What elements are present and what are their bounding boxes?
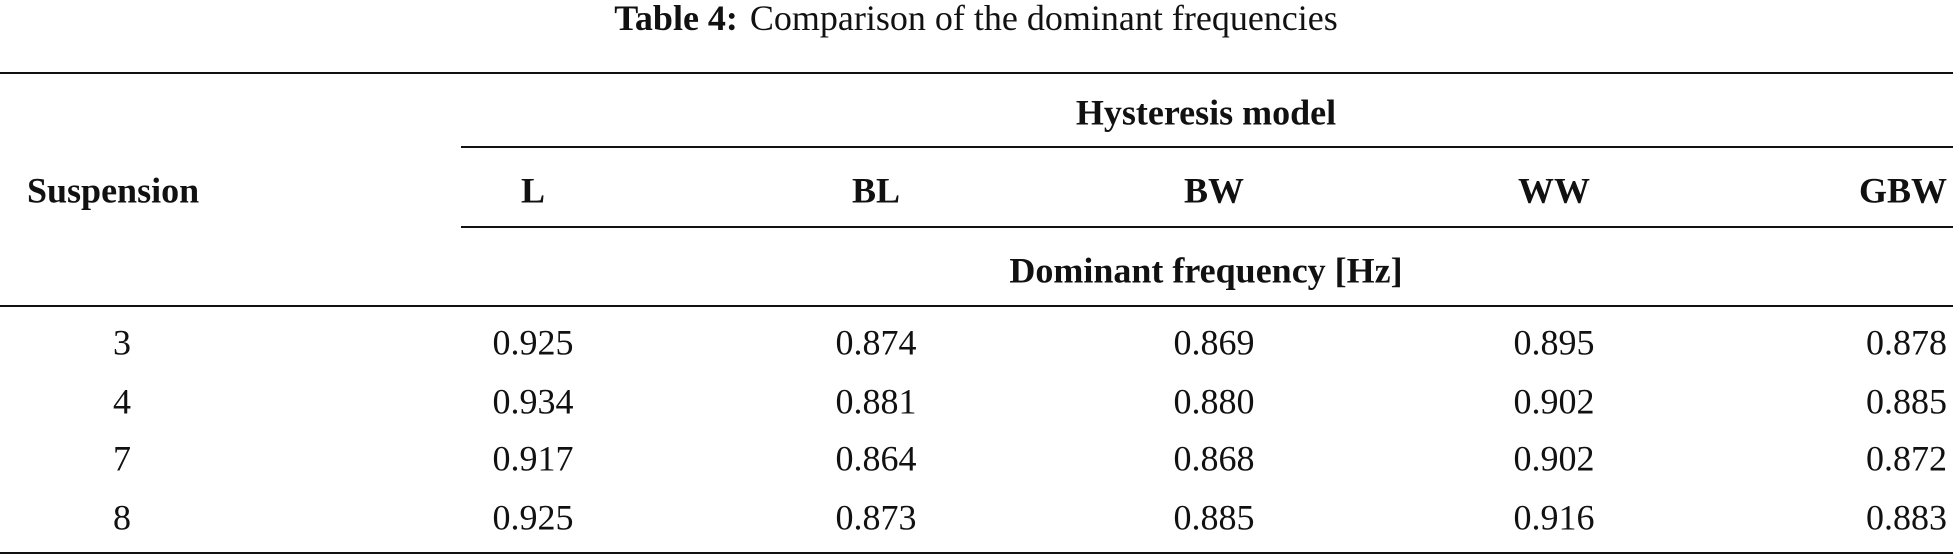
unit-header: Dominant frequency [Hz] xyxy=(1009,250,1402,290)
column-header: BW xyxy=(1184,170,1244,210)
row-label: 3 xyxy=(113,322,131,362)
cell: 0.883 xyxy=(1866,497,1947,537)
cell: 0.925 xyxy=(493,322,574,362)
cell: 0.895 xyxy=(1514,322,1595,362)
row-header: Suspension xyxy=(27,170,199,210)
row-label: 4 xyxy=(113,381,131,421)
caption-text: Comparison of the dominant frequencies xyxy=(750,0,1338,38)
cell: 0.868 xyxy=(1174,438,1255,478)
column-header: WW xyxy=(1518,170,1590,210)
cell: 0.916 xyxy=(1514,497,1595,537)
table-caption: Table 4: Comparison of the dominant frequ… xyxy=(614,0,1338,38)
row-label: 7 xyxy=(113,438,131,478)
cell: 0.925 xyxy=(493,497,574,537)
cell: 0.872 xyxy=(1866,438,1947,478)
cell: 0.902 xyxy=(1514,438,1595,478)
cell: 0.917 xyxy=(493,438,574,478)
caption-label: Table 4: xyxy=(614,0,738,38)
cell: 0.869 xyxy=(1174,322,1255,362)
cell: 0.902 xyxy=(1514,381,1595,421)
cell: 0.885 xyxy=(1866,381,1947,421)
group-header: Hysteresis model xyxy=(1076,92,1336,132)
column-header: L xyxy=(521,170,545,210)
column-header: GBW xyxy=(1859,170,1947,210)
row-label: 8 xyxy=(113,497,131,537)
cell: 0.864 xyxy=(836,438,917,478)
cell: 0.878 xyxy=(1866,322,1947,362)
cell: 0.885 xyxy=(1174,497,1255,537)
cell: 0.873 xyxy=(836,497,917,537)
cell: 0.874 xyxy=(836,322,917,362)
cell: 0.881 xyxy=(836,381,917,421)
column-header: BL xyxy=(852,170,900,210)
cell: 0.934 xyxy=(493,381,574,421)
cell: 0.880 xyxy=(1174,381,1255,421)
